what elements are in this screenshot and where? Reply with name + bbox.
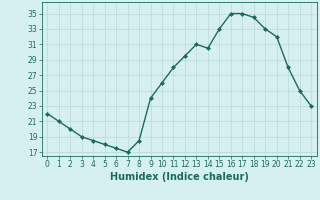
X-axis label: Humidex (Indice chaleur): Humidex (Indice chaleur) [110, 172, 249, 182]
